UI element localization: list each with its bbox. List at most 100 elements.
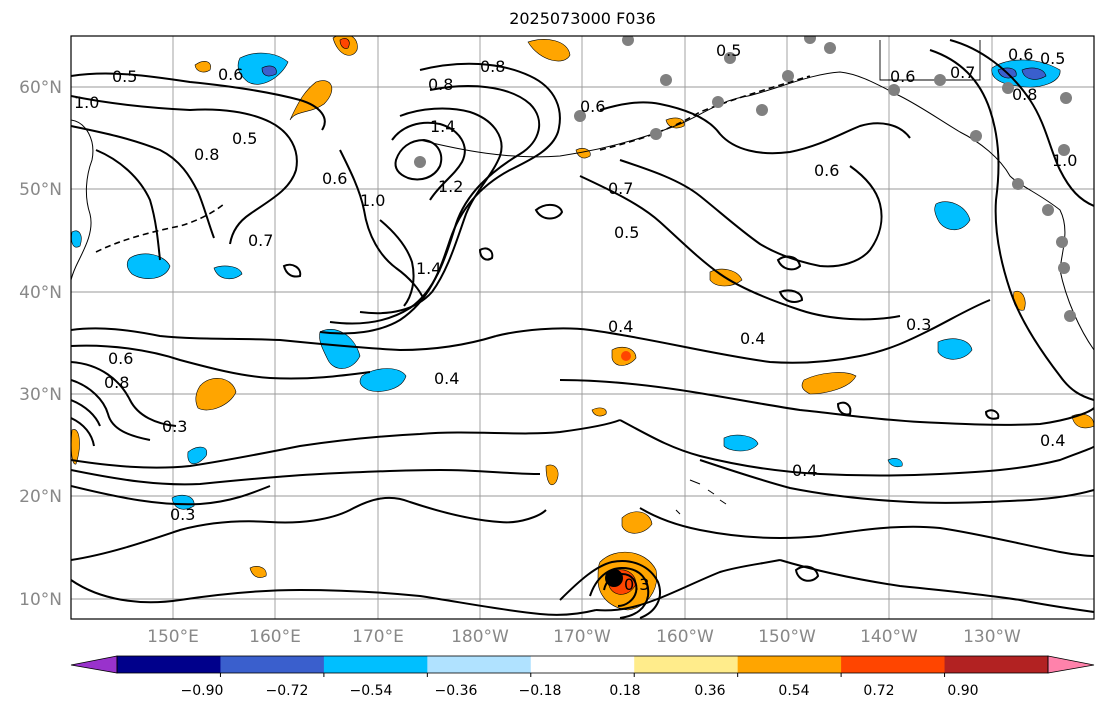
- contour-label: 1.0: [360, 191, 385, 210]
- contour-label: 0.6: [580, 97, 605, 116]
- positive-anomaly-patch: [194, 61, 211, 73]
- colorbar-segment: [737, 656, 842, 673]
- colorbar: −0.90 −0.72 −0.54 −0.36 −0.18 0.18 0.36 …: [70, 655, 1095, 699]
- contour-label: 0.4: [608, 317, 633, 336]
- lon-label: 150°W: [758, 627, 816, 647]
- gridlines: [71, 36, 1094, 619]
- contour-label: 0.5: [112, 67, 137, 86]
- colorbar-tick-label: −0.90: [181, 683, 224, 699]
- colorbar-segment: [117, 656, 221, 673]
- colorbar-tick-label: −0.18: [519, 683, 562, 699]
- contour-lines: [71, 39, 1094, 619]
- positive-anomaly-patch: [591, 407, 607, 417]
- contour-label: 0.6: [108, 349, 133, 368]
- contour-label: 1.4: [430, 117, 455, 136]
- colorbar-segment: [841, 656, 946, 673]
- contour-label: 0.3: [170, 505, 195, 524]
- colorbar-segment: [323, 656, 428, 673]
- contour-label: 0.4: [792, 461, 817, 480]
- contour-label: 0.5: [1040, 49, 1065, 68]
- positive-anomaly-patch: [249, 566, 267, 578]
- contour-label: 0.4: [434, 369, 459, 388]
- station-markers: [414, 36, 1076, 322]
- contour-label: 0.3: [162, 417, 187, 436]
- contour-label: 0.3: [624, 575, 649, 594]
- positive-anomaly-patch: [665, 117, 685, 129]
- map-title: 2025073000 F036: [509, 9, 656, 28]
- lon-label: 140°W: [860, 627, 918, 647]
- contour-label: 0.8: [104, 373, 129, 392]
- lat-label: 60°N: [19, 78, 62, 98]
- strong-negative-anomaly-patch: [1021, 67, 1047, 80]
- contour-label: 0.7: [608, 179, 633, 198]
- contour-label: 0.6: [814, 161, 839, 180]
- colorbar-tick-label: 0.18: [609, 683, 640, 699]
- lat-label: 40°N: [19, 283, 62, 303]
- contour-label: 0.5: [614, 223, 639, 242]
- contour-label: 1.0: [74, 93, 99, 112]
- positive-anomaly-patch: [575, 148, 591, 159]
- negative-anomaly-patch: [887, 458, 903, 468]
- lon-label: 130°W: [963, 627, 1021, 647]
- contour-label: 0.4: [740, 329, 765, 348]
- map-content: 0.5 0.6 0.8 1.4 0.8 0.5 0.6 0.7 0.6 0.5 …: [71, 36, 1094, 619]
- contour-label: 0.5: [232, 129, 257, 148]
- strong-positive-anomaly-patch: [339, 38, 350, 49]
- negative-anomaly-patch: [71, 230, 82, 248]
- colorbar-tick-label: −0.36: [435, 683, 478, 699]
- colorbar-tick-label: 0.54: [778, 683, 809, 699]
- negative-anomaly-patch: [213, 265, 243, 280]
- strong-negative-anomaly-patch: [261, 65, 277, 77]
- lon-label: 180°W: [451, 627, 509, 647]
- contour-label: 0.6: [890, 67, 915, 86]
- colorbar-tick-labels: −0.90 −0.72 −0.54 −0.36 −0.18 0.18 0.36 …: [181, 683, 979, 699]
- contour-label: 0.4: [1040, 431, 1065, 450]
- negative-anomaly-patch: [359, 368, 407, 392]
- contour-label: 1.4: [416, 259, 441, 278]
- contour-label: 0.8: [428, 75, 453, 94]
- colorbar-extend-low: [70, 655, 118, 674]
- lon-label: 150°E: [147, 627, 199, 647]
- colorbar-tick-label: 0.90: [947, 683, 978, 699]
- lat-label: 50°N: [19, 180, 62, 200]
- colorbar-frame: [116, 655, 1049, 674]
- colorbar-segment: [634, 656, 739, 673]
- colorbar-segment: [427, 656, 532, 673]
- colorbar-tick-label: 0.36: [694, 683, 725, 699]
- positive-anomaly-patch: [621, 511, 653, 534]
- contour-label: 1.0: [1052, 151, 1077, 170]
- colorbar-tick-label: 0.72: [863, 683, 894, 699]
- lat-label: 30°N: [19, 385, 62, 405]
- latitude-labels: 60°N 50°N 40°N 30°N 20°N 10°N: [19, 78, 62, 610]
- coastlines: [71, 40, 1094, 515]
- contour-label: 0.6: [1008, 45, 1033, 64]
- lon-label: 170°W: [553, 627, 611, 647]
- contour-label: 0.3: [906, 315, 931, 334]
- contour-label: 1.2: [438, 177, 463, 196]
- negative-anomaly-patch: [171, 494, 195, 510]
- contour-label: 0.5: [716, 41, 741, 60]
- negative-anomaly-patch: [937, 338, 973, 360]
- contour-label: 0.7: [950, 63, 975, 82]
- positive-anomaly-patch: [527, 39, 571, 62]
- positive-anomaly-patch: [195, 378, 237, 411]
- contour-label-group: 0.5 0.6 0.8 1.4 0.8 0.5 0.6 0.7 0.6 0.5 …: [74, 41, 1077, 594]
- negative-anomaly-patch: [187, 446, 208, 465]
- negative-anomaly-patch: [723, 434, 759, 452]
- negative-anomaly-patch: [934, 201, 971, 231]
- positive-anomaly-patch: [545, 464, 559, 486]
- colorbar-extend-high: [1047, 655, 1095, 674]
- colorbar-tick-label: −0.72: [266, 683, 309, 699]
- lon-label: 170°E: [352, 627, 404, 647]
- colorbar-segment: [220, 656, 325, 673]
- longitude-labels: 150°E 160°E 170°E 180°W 170°W 160°W 150°…: [147, 627, 1021, 647]
- colorbar-tick-label: −0.54: [350, 683, 393, 699]
- lon-label: 160°E: [249, 627, 301, 647]
- contour-label: 0.8: [194, 145, 219, 164]
- lat-label: 10°N: [19, 590, 62, 610]
- map-frame: [70, 35, 1095, 620]
- lat-label: 20°N: [19, 487, 62, 507]
- contour-label: 0.6: [218, 65, 243, 84]
- colorbar-segment: [944, 656, 1049, 673]
